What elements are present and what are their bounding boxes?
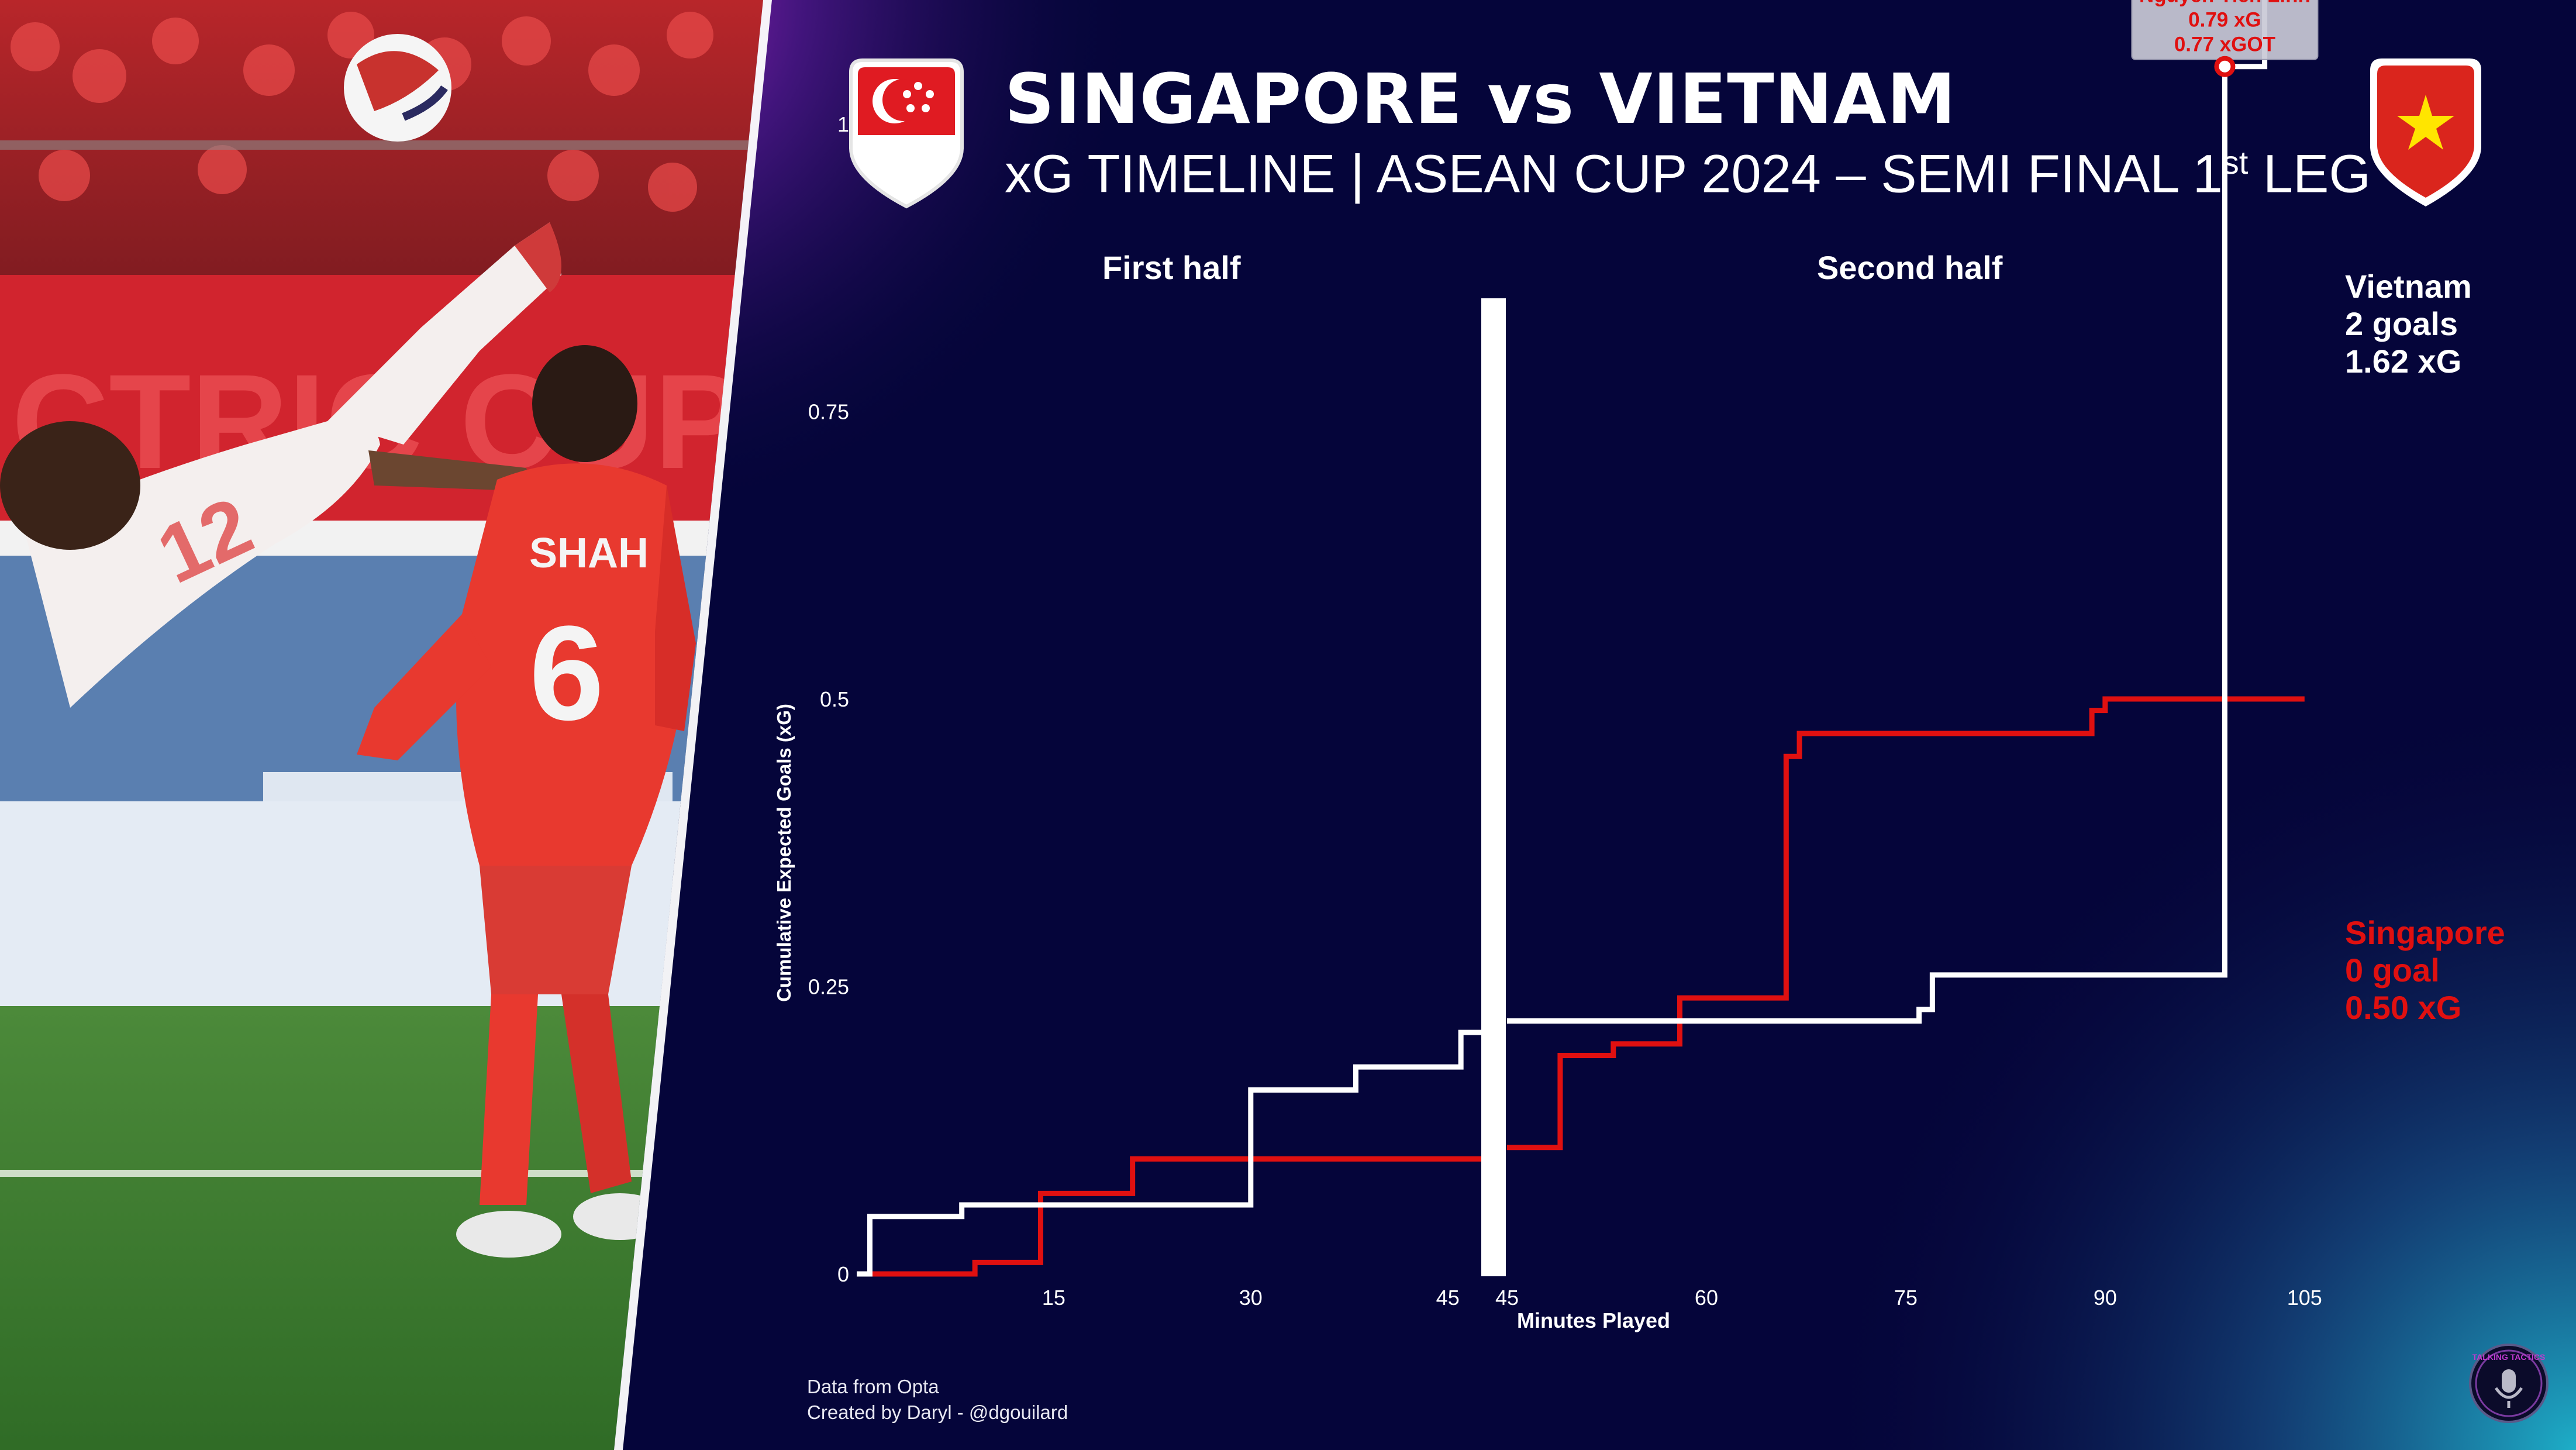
singapore-summary-line-3: 0.50 xG [2345,989,2462,1026]
y-tick-label: 1 [837,112,849,136]
y-tick-label: 0.75 [808,400,849,424]
annotation-text: 0.79 xG [2188,9,2261,32]
first-half-label: First half [1102,249,1241,286]
photo-jersey-number: 6 [529,598,604,748]
subtitle-sup: st [2222,144,2249,181]
subtitle-end: LEG [2248,144,2371,204]
y-tick-label: 0 [837,1262,849,1286]
y-tick-label: 0.25 [808,975,849,999]
vietnam-crest-icon [2370,58,2481,206]
x-tick-label: 90 [2094,1286,2117,1310]
page-subtitle: xG TIMELINE | ASEAN CUP 2024 – SEMI FINA… [1005,143,2371,205]
singapore-second-half-line [1507,696,2305,1151]
data-source: Data from Opta [807,1376,939,1397]
x-tick-label: 30 [1239,1286,1263,1310]
vietnam-summary-line-3: 1.62 xG [2345,343,2462,380]
second-half-label: Second half [1817,249,2003,286]
talking-tactics-logo-icon: TALKING TACTICS [2469,1344,2549,1423]
vietnam-first-half-line [857,1029,1488,1277]
annotation-text: 0.77 xGOT [2174,33,2275,56]
vietnam-summary-line-1: Vietnam [2345,268,2472,305]
x-tick-label: 15 [1042,1286,1065,1310]
x-tick-label: 45 [1436,1286,1460,1310]
x-tick-label: 45 [1495,1286,1519,1310]
x-axis-label: Minutes Played [1517,1308,1670,1332]
x-tick-label: 105 [2287,1286,2322,1310]
singapore-first-half-line [870,1156,1488,1277]
singapore-summary-line-1: Singapore [2345,914,2505,951]
singapore-summary: Singapore 0 goal 0.50 xG [2345,914,2505,1027]
vietnam-summary: Vietnam 2 goals 1.62 xG [2345,268,2472,380]
vietnam-second-half-line [1507,0,2268,1024]
subtitle-main: xG TIMELINE | ASEAN CUP 2024 – SEMI FINA… [1005,144,2223,204]
page-title: SINGAPORE vs VIETNAM [1005,58,1957,139]
singapore-summary-line-2: 0 goal [2345,952,2440,989]
halftime-divider [1481,298,1506,1276]
svg-text:TALKING TACTICS: TALKING TACTICS [2472,1352,2546,1362]
match-photo: CTRIC CUP 12 SHAH 6 [0,0,772,1450]
y-axis-label: Cumulative Expected Goals (xG) [773,704,795,1002]
plot-area: 00.250.50.7511.251.5Cumulative Expected … [773,0,2322,1332]
x-tick-label: 75 [1894,1286,1918,1310]
annotation-text: Nguyễn Tiến Linh [2139,0,2311,7]
goal-marker [2214,56,2236,77]
photo-jersey-text: SHAH [529,530,649,577]
singapore-crest-icon [849,58,964,209]
y-tick-label: 0.5 [820,687,849,711]
vietnam-summary-line-2: 2 goals [2345,305,2458,342]
x-tick-label: 60 [1695,1286,1718,1310]
credit-line: Created by Daryl - @dgouilard [807,1401,1068,1423]
